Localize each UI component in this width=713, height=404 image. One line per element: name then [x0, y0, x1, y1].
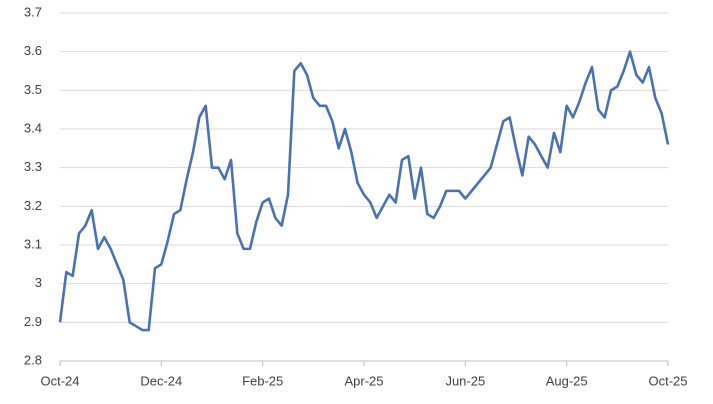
y-tick-label: 3.6: [24, 43, 42, 58]
y-tick-label: 3: [35, 275, 42, 290]
x-tick-label: Oct-24: [40, 373, 79, 388]
y-tick-label: 3.3: [24, 159, 42, 174]
y-tick-label: 3.1: [24, 236, 42, 251]
x-tick-label: Apr-25: [344, 373, 383, 388]
y-tick-label: 3.7: [24, 4, 42, 19]
x-tick-label: Oct-25: [648, 373, 687, 388]
y-tick-label: 3.5: [24, 82, 42, 97]
y-tick-label: 3.2: [24, 198, 42, 213]
y-tick-label: 3.4: [24, 120, 42, 135]
x-tick-label: Jun-25: [445, 373, 485, 388]
x-tick-label: Feb-25: [242, 373, 283, 388]
x-tick-label: Dec-24: [140, 373, 182, 388]
y-tick-label: 2.8: [24, 352, 42, 367]
y-tick-label: 2.9: [24, 314, 42, 329]
data-line: [58, 50, 670, 332]
x-tick-label: Aug-25: [546, 373, 588, 388]
